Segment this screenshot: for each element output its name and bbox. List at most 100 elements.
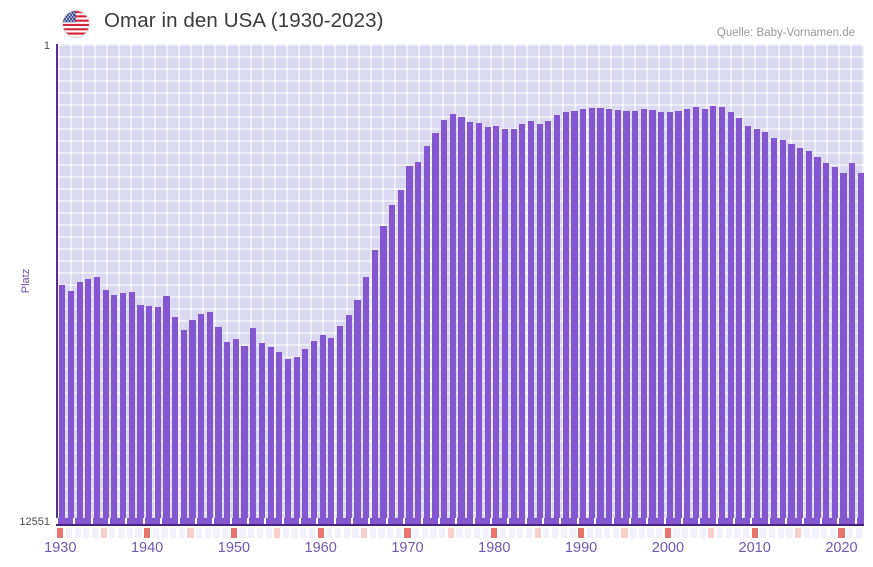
- x-axis-year-marker: [569, 528, 576, 538]
- bar[interactable]: [753, 129, 760, 522]
- bar[interactable]: [441, 120, 448, 522]
- bar[interactable]: [744, 125, 752, 522]
- bar[interactable]: [336, 325, 344, 522]
- bar[interactable]: [588, 107, 595, 522]
- bar[interactable]: [519, 123, 526, 522]
- bar[interactable]: [649, 110, 656, 522]
- bar[interactable]: [206, 312, 213, 522]
- bar[interactable]: [684, 108, 691, 522]
- bar[interactable]: [111, 295, 118, 522]
- x-axis-year-marker: [690, 528, 698, 538]
- bar[interactable]: [449, 114, 456, 522]
- bar[interactable]: [423, 146, 430, 522]
- bar[interactable]: [736, 118, 743, 522]
- bar[interactable]: [128, 292, 135, 522]
- bar[interactable]: [319, 334, 326, 522]
- bar[interactable]: [779, 140, 786, 522]
- bar[interactable]: [692, 106, 700, 522]
- bar[interactable]: [67, 290, 75, 522]
- bar[interactable]: [215, 327, 222, 522]
- bar[interactable]: [146, 306, 153, 522]
- bar[interactable]: [258, 343, 266, 522]
- bar[interactable]: [484, 126, 491, 522]
- bar[interactable]: [137, 304, 144, 522]
- bar[interactable]: [814, 157, 821, 522]
- bar[interactable]: [501, 128, 509, 522]
- bar[interactable]: [536, 124, 543, 522]
- bar[interactable]: [597, 108, 604, 522]
- x-axis-band-tick: [316, 518, 319, 524]
- bar[interactable]: [857, 173, 864, 522]
- bar[interactable]: [119, 292, 127, 522]
- bar[interactable]: [640, 109, 647, 522]
- bar[interactable]: [467, 121, 474, 522]
- bar[interactable]: [510, 128, 517, 522]
- bar[interactable]: [76, 281, 83, 522]
- bar[interactable]: [59, 285, 66, 522]
- bar[interactable]: [354, 300, 361, 522]
- bar[interactable]: [163, 296, 170, 522]
- bar[interactable]: [493, 125, 500, 522]
- bar[interactable]: [623, 111, 630, 522]
- bar[interactable]: [632, 110, 639, 522]
- bar[interactable]: [415, 161, 422, 522]
- bar[interactable]: [389, 204, 396, 522]
- bar[interactable]: [823, 162, 830, 522]
- bar[interactable]: [284, 358, 292, 522]
- bar[interactable]: [172, 317, 179, 522]
- bar[interactable]: [840, 172, 847, 522]
- bar[interactable]: [710, 105, 717, 522]
- bar[interactable]: [93, 277, 101, 522]
- bar[interactable]: [606, 108, 613, 522]
- bar[interactable]: [788, 143, 795, 522]
- bar[interactable]: [85, 279, 92, 522]
- x-axis-year-marker: [196, 528, 203, 538]
- bar[interactable]: [831, 167, 838, 522]
- bar[interactable]: [310, 341, 318, 522]
- bar[interactable]: [406, 165, 413, 522]
- bar[interactable]: [770, 137, 778, 522]
- bar[interactable]: [580, 108, 587, 522]
- bar[interactable]: [553, 115, 561, 522]
- bar[interactable]: [345, 315, 352, 522]
- bar[interactable]: [762, 132, 769, 522]
- x-axis-year-marker: [560, 528, 567, 538]
- bar[interactable]: [276, 352, 283, 522]
- bar[interactable]: [718, 107, 726, 522]
- bar[interactable]: [397, 189, 404, 522]
- bar[interactable]: [102, 290, 109, 522]
- bar[interactable]: [180, 329, 187, 522]
- bar[interactable]: [571, 111, 578, 522]
- bar[interactable]: [614, 110, 621, 522]
- bar[interactable]: [267, 347, 274, 522]
- bar[interactable]: [562, 112, 569, 522]
- bar[interactable]: [458, 117, 465, 522]
- x-axis-band-tick: [785, 518, 788, 524]
- bar[interactable]: [189, 319, 196, 522]
- bar[interactable]: [302, 349, 309, 522]
- bar[interactable]: [232, 339, 239, 522]
- bar[interactable]: [250, 328, 257, 522]
- bar[interactable]: [849, 163, 856, 522]
- bar[interactable]: [797, 147, 804, 522]
- bar[interactable]: [658, 112, 665, 522]
- bar[interactable]: [380, 226, 387, 522]
- bar[interactable]: [805, 151, 812, 522]
- bar[interactable]: [475, 123, 483, 522]
- bar[interactable]: [727, 112, 734, 522]
- bar[interactable]: [154, 306, 161, 522]
- bar[interactable]: [363, 276, 370, 522]
- bar[interactable]: [432, 133, 439, 522]
- bar[interactable]: [527, 121, 535, 522]
- bar[interactable]: [224, 341, 231, 522]
- bar[interactable]: [675, 111, 682, 522]
- bar[interactable]: [293, 357, 300, 522]
- bar[interactable]: [371, 250, 378, 522]
- bar[interactable]: [666, 112, 673, 522]
- bar[interactable]: [241, 346, 248, 522]
- bar[interactable]: [198, 313, 205, 522]
- bar[interactable]: [545, 121, 552, 522]
- x-axis-band-tick: [802, 518, 805, 524]
- bar[interactable]: [328, 338, 335, 522]
- bar[interactable]: [701, 108, 708, 522]
